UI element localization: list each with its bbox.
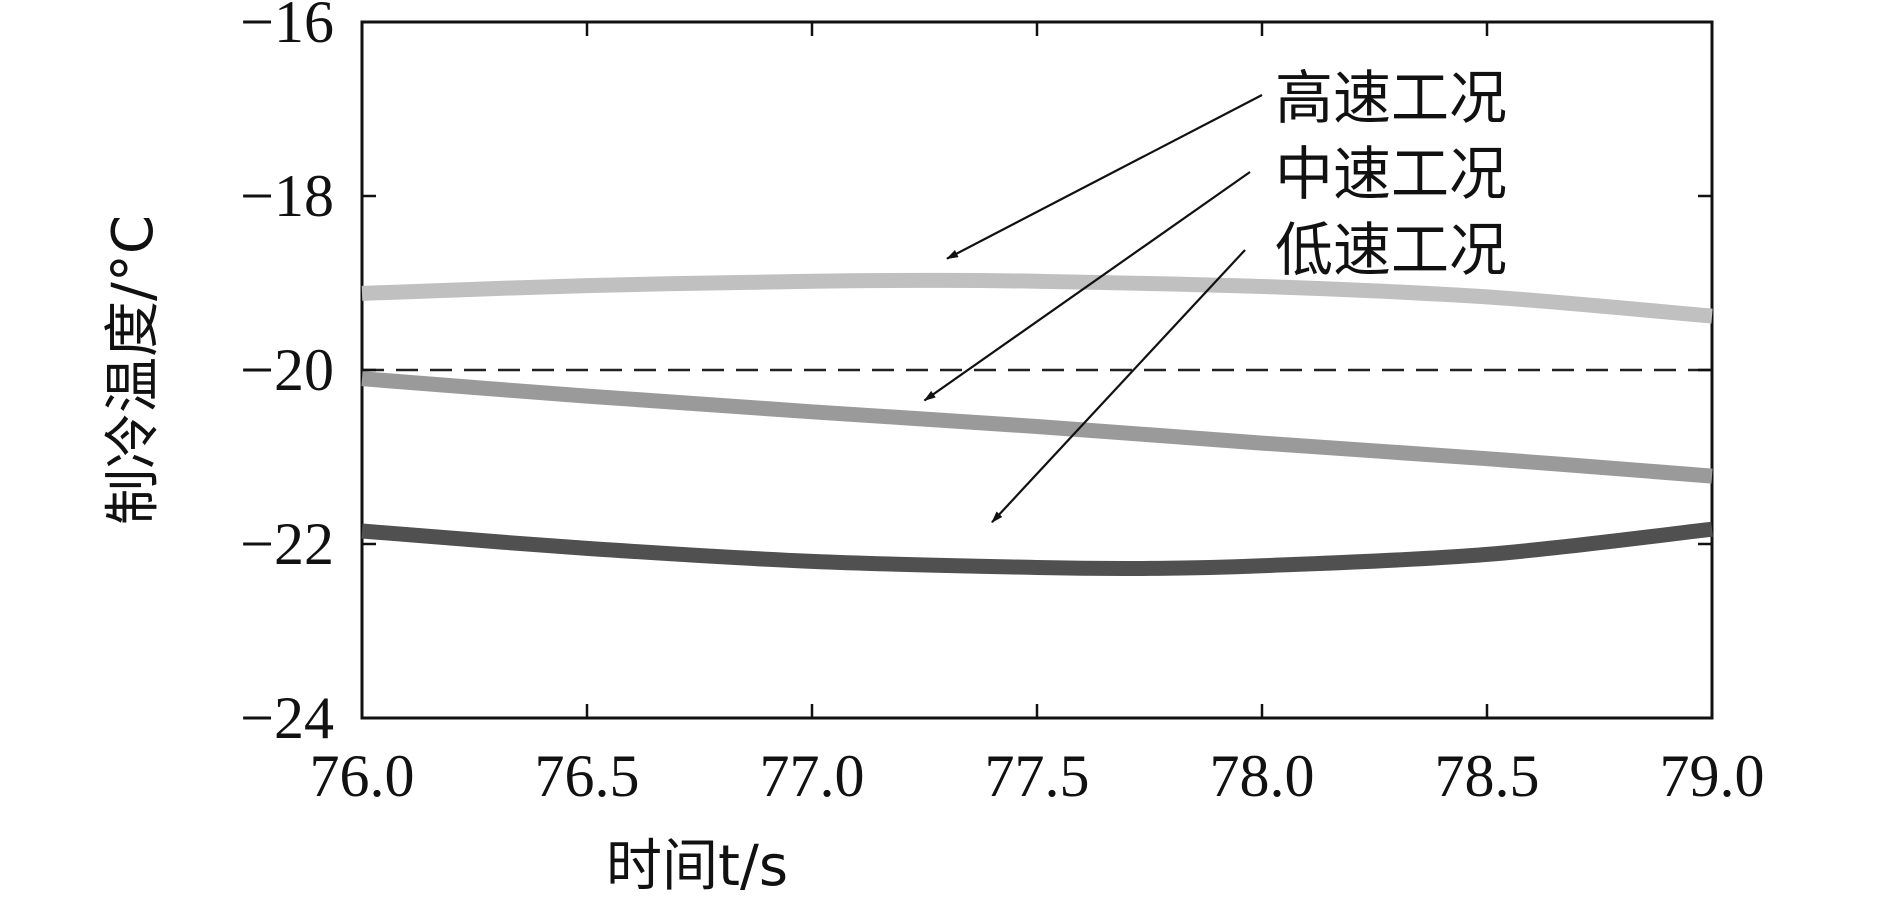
x-tick-label: 76.0 xyxy=(310,743,415,809)
x-tick-label: 77.5 xyxy=(985,743,1090,809)
plot-frame xyxy=(360,20,1714,720)
annotation-label-high-speed: 高速工况 xyxy=(1275,64,1507,132)
y-tick-label: −24 xyxy=(240,685,334,751)
y-axis-title: 制冷温度/°C xyxy=(101,215,166,525)
x-axis-title: 时间t/s xyxy=(606,834,788,898)
annotation-label-mid-speed: 中速工况 xyxy=(1275,140,1507,208)
x-tick-label: 78.0 xyxy=(1210,743,1315,809)
y-tick-label: −20 xyxy=(240,337,334,403)
y-tick-label: −22 xyxy=(240,511,334,577)
series-line-high-speed xyxy=(361,272,1713,324)
x-tick-label: 76.5 xyxy=(535,743,640,809)
x-tick-label: 79.0 xyxy=(1660,743,1765,809)
series-line-mid-speed xyxy=(361,371,1713,484)
annotation-arrow-high-speed xyxy=(946,94,1263,260)
x-tick-label: 77.0 xyxy=(760,743,865,809)
axis-ticks: 76.0 76.5 77.0 77.5 78.0 78.5 79.0 −16 −18 −20 −22… xyxy=(240,0,1764,809)
annotation-label-low-speed: 低速工况 xyxy=(1275,216,1507,284)
series-line-low-speed xyxy=(361,521,1713,577)
annotation-arrow-mid-speed xyxy=(923,171,1251,402)
y-tick-label: −18 xyxy=(240,163,334,229)
y-tick-label: −16 xyxy=(240,0,334,55)
series-lines xyxy=(361,272,1713,577)
plot-area xyxy=(360,20,1714,720)
x-tick-label: 78.5 xyxy=(1435,743,1540,809)
annotation-arrow-low-speed xyxy=(991,249,1246,523)
